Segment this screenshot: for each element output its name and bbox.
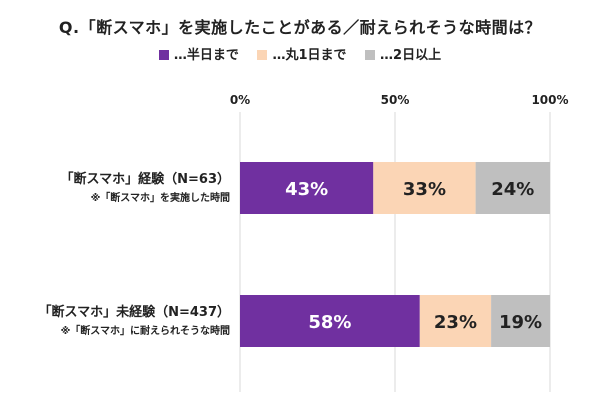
data-label: 58% — [308, 312, 351, 333]
chart-title: Q.「断スマホ」を実施したことがある／耐えられそうな時間は？ — [58, 18, 542, 37]
bar-segment — [373, 162, 476, 214]
category-sublabel: ※「断スマホ」を実施した時間 — [91, 191, 230, 204]
category-label: 「断スマホ」未経験（N=437） — [38, 304, 230, 320]
legend-swatch — [158, 50, 169, 60]
bar-segment — [240, 295, 420, 347]
legend-label: …2日以上 — [380, 48, 442, 63]
data-label: 43% — [285, 179, 328, 200]
bar-segment — [475, 162, 550, 214]
data-label: 33% — [403, 179, 446, 200]
legend-label: …半日まで — [173, 48, 239, 63]
bar-segment — [419, 295, 492, 347]
x-tick-label: 50% — [381, 93, 410, 107]
legend-swatch — [365, 50, 376, 60]
legend: …半日まで …丸1日まで …2日以上 — [0, 44, 600, 63]
legend-item-half-day: …半日まで — [158, 44, 239, 63]
category-sublabel: ※「断スマホ」に耐えられそうな時間 — [61, 324, 230, 337]
legend-label: …丸1日まで — [272, 48, 347, 63]
legend-item-two-days: …2日以上 — [365, 44, 441, 63]
legend-swatch — [257, 50, 268, 60]
legend-item-full-day: …丸1日まで — [257, 44, 347, 63]
bar-segment — [240, 162, 374, 214]
data-label: 24% — [491, 179, 534, 200]
x-tick-label: 0% — [230, 93, 250, 107]
category-label: 「断スマホ」経験（N=63） — [61, 171, 230, 187]
data-label: 23% — [434, 312, 477, 333]
data-label: 19% — [499, 312, 542, 333]
x-tick-label: 100% — [531, 93, 568, 107]
bar-segment — [491, 295, 550, 347]
